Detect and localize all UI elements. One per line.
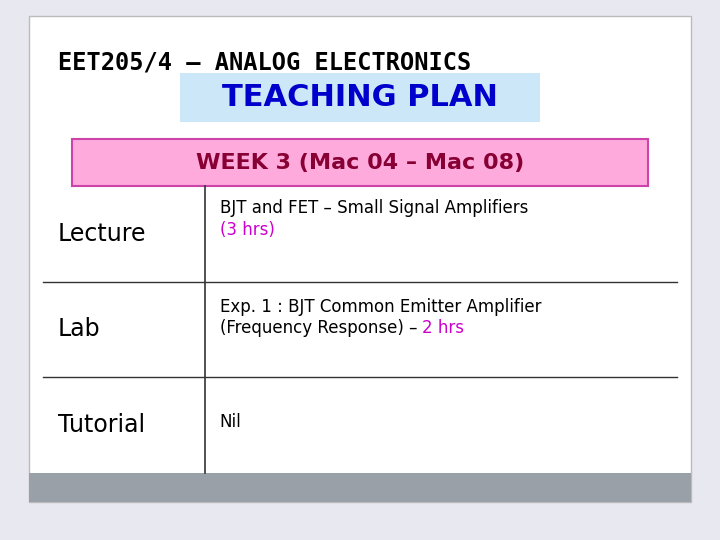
Text: Nil: Nil	[220, 413, 241, 431]
FancyBboxPatch shape	[29, 16, 691, 502]
Text: 2 hrs: 2 hrs	[423, 319, 464, 338]
Text: WEEK 3 (Mac 04 – Mac 08): WEEK 3 (Mac 04 – Mac 08)	[196, 152, 524, 173]
Text: BJT and FET – Small Signal Amplifiers: BJT and FET – Small Signal Amplifiers	[220, 199, 528, 217]
Text: (Frequency Response) –: (Frequency Response) –	[220, 319, 423, 338]
FancyBboxPatch shape	[29, 472, 691, 502]
Text: Exp. 1 : BJT Common Emitter Amplifier: Exp. 1 : BJT Common Emitter Amplifier	[220, 298, 541, 316]
Text: (3 hrs): (3 hrs)	[220, 221, 274, 239]
Text: Lecture: Lecture	[58, 222, 146, 246]
FancyBboxPatch shape	[180, 73, 540, 122]
Text: TEACHING PLAN: TEACHING PLAN	[222, 83, 498, 112]
Text: Lab: Lab	[58, 318, 100, 341]
Text: Tutorial: Tutorial	[58, 413, 145, 437]
Text: EET205/4 – ANALOG ELECTRONICS: EET205/4 – ANALOG ELECTRONICS	[58, 50, 471, 74]
FancyBboxPatch shape	[72, 139, 648, 186]
